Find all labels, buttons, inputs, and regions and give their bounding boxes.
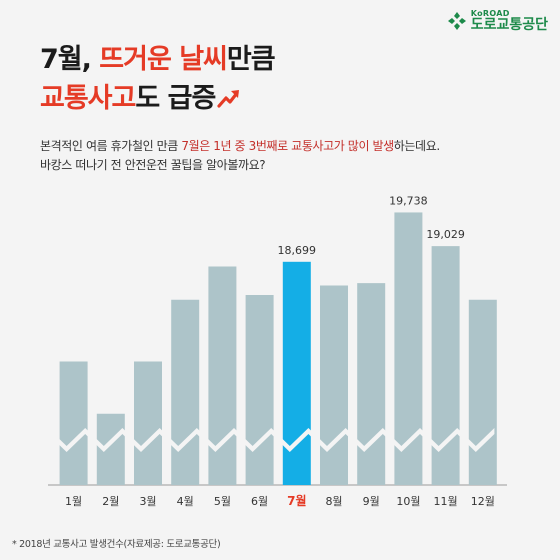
- x-tick-label: 12월: [471, 495, 495, 508]
- title-line-2: 교통사고도 급증: [40, 79, 275, 118]
- x-tick-label: 11월: [434, 495, 458, 508]
- x-tick-label: 8월: [325, 495, 342, 508]
- x-tick-label: 5월: [214, 495, 231, 508]
- title-line1-suffix: 만큼: [226, 44, 276, 75]
- bar-6: [245, 295, 274, 485]
- page-title: 7월, 뜨거운 날씨만큼 교통사고도 급증: [40, 40, 276, 118]
- title-line-1: 7월, 뜨거운 날씨만큼: [40, 40, 276, 79]
- data-label: 18,699: [278, 244, 317, 257]
- description-line1-highlight: 7월은 1년 중 3번째로 교통사고가 많이 발생: [181, 139, 394, 153]
- bar-5: [208, 266, 237, 485]
- x-tick-label: 4월: [177, 495, 194, 508]
- bar-12: [468, 299, 497, 485]
- x-tick-label: 7월: [287, 493, 306, 508]
- bar-7: [282, 261, 311, 485]
- title-line2-suffix: 도 급증: [135, 83, 216, 115]
- logo-korean-name: 도로교통공단: [470, 17, 548, 33]
- clover-cross-icon: [447, 12, 466, 30]
- description-line-2: 바캉스 떠나기 전 안전운전 꿀팁을 알아볼까요?: [40, 158, 266, 173]
- logo-english-name: KoROAD: [470, 9, 510, 18]
- bar-1: [59, 361, 88, 485]
- bar-3: [134, 361, 162, 485]
- description-line1-suffix: 하는데요.: [393, 139, 440, 153]
- bar-9: [357, 283, 386, 485]
- data-label: 19,029: [426, 228, 465, 241]
- bar-8: [320, 285, 348, 485]
- x-tick-label: 9월: [363, 495, 380, 508]
- x-tick-label: 6월: [251, 495, 268, 508]
- axis-break-band: [48, 428, 495, 452]
- title-line1-highlight: 뜨거운 날씨: [99, 44, 228, 75]
- description: 본격적인 여름 휴가철인 만큼 7월은 1년 중 3번째로 교통사고가 많이 발…: [40, 137, 440, 175]
- x-tick-label: 1월: [65, 495, 82, 508]
- x-tick-label: 2월: [102, 495, 119, 508]
- trend-up-arrow-icon: [217, 90, 240, 108]
- bar-4: [171, 299, 200, 485]
- x-tick-label: 10월: [396, 495, 420, 508]
- bar-2: [96, 413, 125, 485]
- x-tick-label: 3월: [139, 495, 156, 508]
- koroad-logo: KoROAD 도로교통공단: [446, 10, 548, 32]
- title-line1-prefix: 7월,: [40, 44, 100, 75]
- description-line-1: 본격적인 여름 휴가철인 만큼 7월은 1년 중 3번째로 교통사고가 많이 발…: [40, 137, 440, 156]
- data-label: 19,738: [389, 194, 428, 207]
- footnote: * 2018년 교통사고 발생건수(자료제공: 도로교통공단): [12, 539, 221, 550]
- description-line1-prefix: 본격적인 여름 휴가철인 만큼: [40, 139, 182, 153]
- title-line2-highlight: 교통사고: [40, 83, 136, 115]
